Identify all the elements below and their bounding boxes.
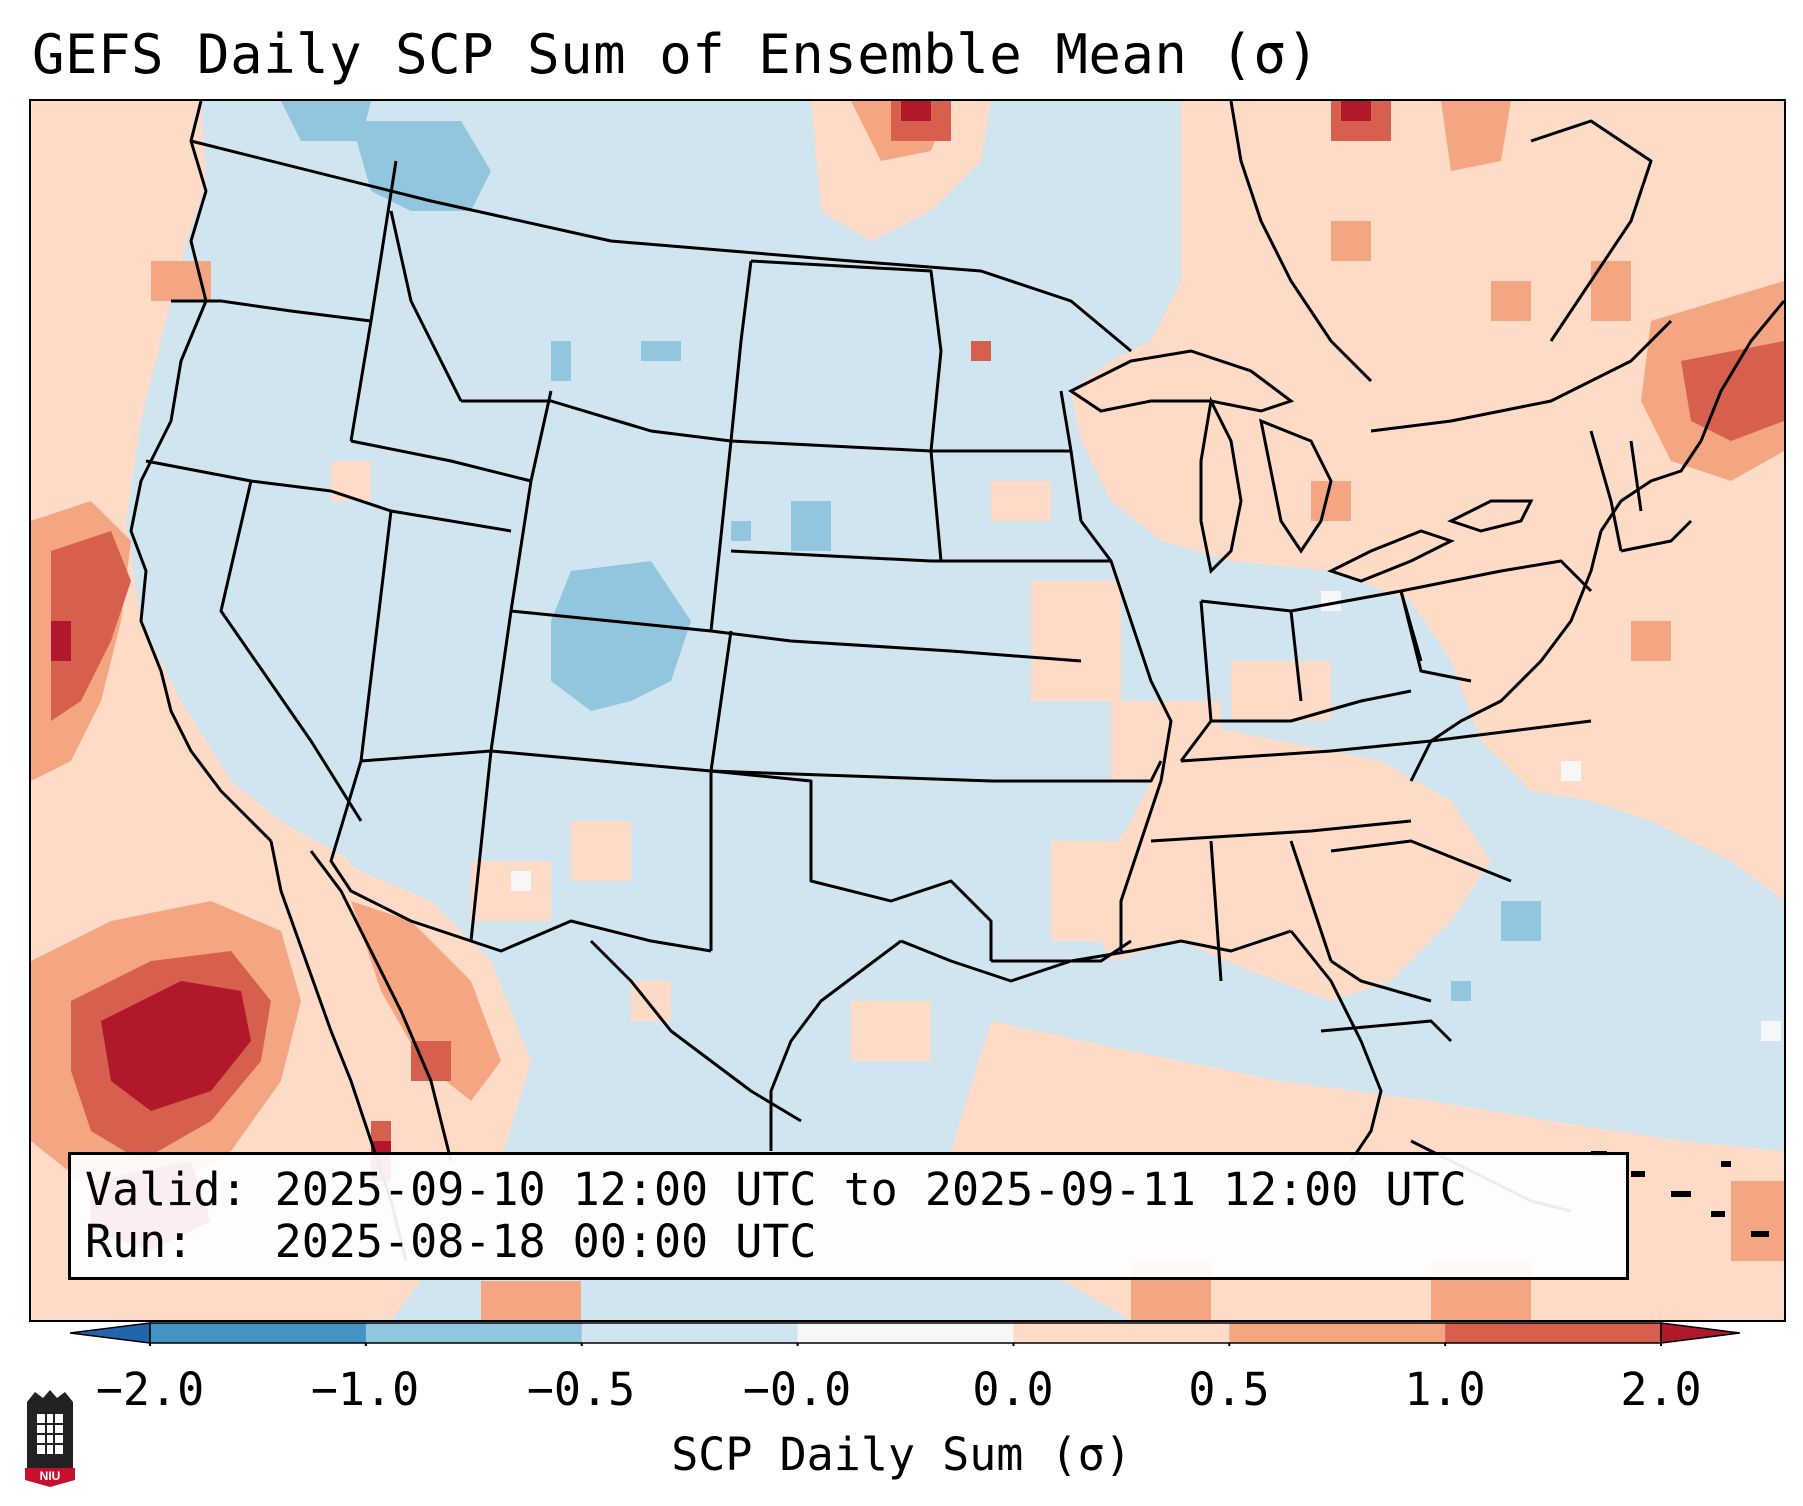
state-borders bbox=[145, 139, 1693, 1123]
niu-logo: NIU bbox=[25, 1390, 75, 1487]
map-panel: Valid: 2025-09-10 12:00 UTC to 2025-09-1… bbox=[29, 99, 1786, 1322]
colorbar-bin bbox=[797, 1323, 1014, 1343]
colorbar-bin bbox=[1013, 1323, 1230, 1343]
colorbar bbox=[70, 1322, 1740, 1346]
colorbar-tick-label: 2.0 bbox=[1620, 1363, 1702, 1416]
colorbar-bin bbox=[150, 1323, 367, 1343]
chart-title: GEFS Daily SCP Sum of Ensemble Mean (σ) bbox=[32, 23, 1320, 86]
colorbar-bin bbox=[365, 1323, 583, 1343]
colorbar-tick-label: −0.5 bbox=[526, 1363, 636, 1416]
colorbar-tick-label: 1.0 bbox=[1404, 1363, 1486, 1416]
run-time-text: Run: 2025-08-18 00:00 UTC bbox=[85, 1215, 817, 1268]
great-lakes bbox=[1068, 349, 1534, 583]
near-zero-areas bbox=[511, 591, 1781, 1041]
colorbar-tick-label: 0.5 bbox=[1188, 1363, 1270, 1416]
colorbar-tick-label: −1.0 bbox=[310, 1363, 420, 1416]
colorbar-tick-label: 0.0 bbox=[972, 1363, 1054, 1416]
colorbar-bin bbox=[581, 1323, 799, 1343]
validity-info-box: Valid: 2025-09-10 12:00 UTC to 2025-09-1… bbox=[68, 1152, 1629, 1280]
colorbar-tick-label: −2.0 bbox=[95, 1363, 205, 1416]
map-canvas bbox=[31, 101, 1784, 1320]
niu-logo-text: NIU bbox=[40, 1469, 61, 1483]
valid-time-text: Valid: 2025-09-10 12:00 UTC to 2025-09-1… bbox=[85, 1163, 1467, 1216]
colorbar-over-arrow bbox=[1660, 1322, 1740, 1344]
colorbar-bin bbox=[1229, 1323, 1446, 1343]
colorbar-tick-label: −0.0 bbox=[742, 1363, 852, 1416]
colorbar-bin bbox=[1445, 1323, 1662, 1343]
colorbar-under-arrow bbox=[70, 1322, 151, 1344]
colorbar-outline bbox=[149, 1322, 1662, 1344]
colorbar-label: SCP Daily Sum (σ) bbox=[671, 1428, 1132, 1481]
